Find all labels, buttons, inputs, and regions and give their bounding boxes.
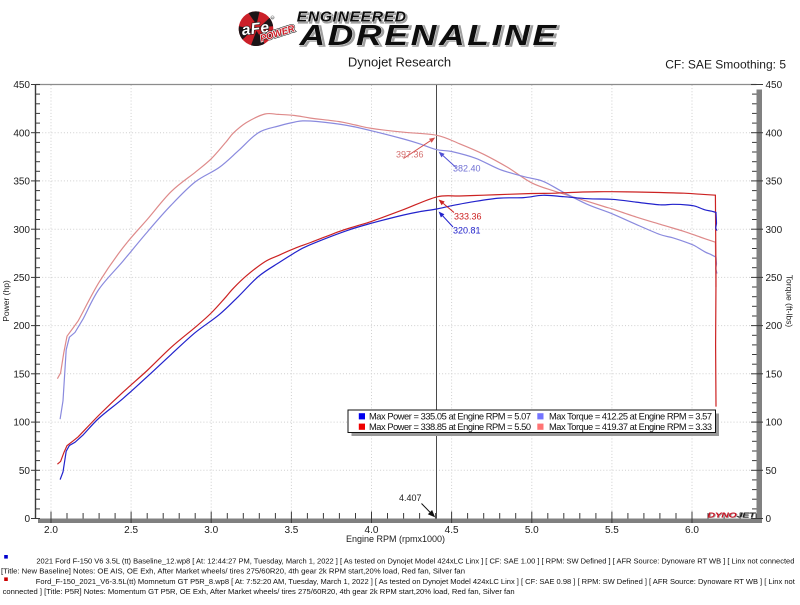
svg-text:Max Power = 338.85 at Engine R: Max Power = 338.85 at Engine RPM = 5.50 (369, 422, 531, 432)
svg-text:150: 150 (13, 369, 30, 380)
svg-text:200: 200 (13, 321, 30, 332)
svg-text:Engine RPM (rpmx1000): Engine RPM (rpmx1000) (346, 534, 445, 544)
svg-text:ADRENALINE: ADRENALINE (300, 20, 560, 52)
svg-text:5.5: 5.5 (605, 525, 619, 536)
svg-text:3.0: 3.0 (204, 525, 218, 536)
svg-text:350: 350 (13, 177, 30, 188)
svg-text:aFe: aFe (241, 19, 271, 39)
svg-text:3.5: 3.5 (284, 525, 298, 536)
svg-text:DYNO: DYNO (708, 511, 737, 519)
svg-text:4.407: 4.407 (399, 493, 422, 503)
svg-text:2.0: 2.0 (44, 525, 58, 536)
svg-text:Dynojet Research: Dynojet Research (348, 54, 451, 69)
svg-text:397.36: 397.36 (396, 150, 424, 160)
svg-text:6.0: 6.0 (685, 525, 699, 536)
svg-text:50: 50 (766, 466, 778, 477)
svg-text:0: 0 (766, 514, 772, 525)
svg-text:100: 100 (13, 418, 30, 429)
svg-text:400: 400 (13, 128, 30, 139)
svg-text:320.81: 320.81 (453, 226, 481, 236)
svg-text:connected ] [Title: P5R] Note: connected ] [Title: P5R] Notes: Momentum… (3, 587, 515, 596)
svg-text:R: R (271, 16, 273, 20)
svg-text:400: 400 (766, 128, 783, 139)
svg-text:Max Torque = 419.37 at Engine: Max Torque = 419.37 at Engine RPM = 3.33 (549, 422, 712, 432)
svg-text:450: 450 (766, 80, 783, 91)
svg-text:Max Torque = 412.25 at Engine: Max Torque = 412.25 at Engine RPM = 3.57 (549, 412, 712, 422)
svg-text:4.0: 4.0 (365, 525, 379, 536)
svg-text:CF: SAE Smoothing: 5: CF: SAE Smoothing: 5 (665, 58, 786, 72)
svg-text:150: 150 (766, 369, 783, 380)
svg-text:200: 200 (766, 321, 783, 332)
svg-text:100: 100 (766, 418, 783, 429)
svg-text:0: 0 (24, 514, 30, 525)
svg-text:382.40: 382.40 (453, 164, 481, 174)
svg-text:Ford_F-150_2021_V6-3.5L(tt) Mo: Ford_F-150_2021_V6-3.5L(tt) Momnetum GT … (36, 577, 796, 586)
svg-text:Torque (ft-lbs): Torque (ft-lbs) (785, 275, 795, 328)
svg-text:[Title: New Baseline] Notes:: [Title: New Baseline] Notes: OE AIS, OE … (1, 567, 465, 576)
svg-text:250: 250 (13, 273, 30, 284)
svg-text:DYNOJET: DYNOJET (709, 512, 758, 520)
svg-text:Power (hp): Power (hp) (1, 280, 11, 322)
svg-text:ENGINEERED: ENGINEERED (298, 10, 408, 26)
svg-text:4.5: 4.5 (445, 525, 459, 536)
svg-text:5.0: 5.0 (525, 525, 539, 536)
svg-text:Max Power = 335.05 at Engine R: Max Power = 335.05 at Engine RPM = 5.07 (369, 412, 531, 422)
svg-text:50: 50 (19, 466, 31, 477)
svg-text:JET: JET (737, 511, 757, 519)
svg-text:350: 350 (766, 177, 783, 188)
svg-text:2021 Ford F-150 V6 3.5L (tt) B: 2021 Ford F-150 V6 3.5L (tt) Baseline_12… (36, 556, 794, 565)
svg-text:ENGINEERED: ENGINEERED (297, 9, 407, 25)
svg-text:250: 250 (766, 273, 783, 284)
svg-text:300: 300 (766, 225, 783, 236)
svg-text:ADRENALINE: ADRENALINE (298, 19, 558, 51)
svg-text:2.5: 2.5 (124, 525, 138, 536)
svg-text:300: 300 (13, 225, 30, 236)
svg-text:450: 450 (13, 80, 30, 91)
svg-text:333.36: 333.36 (454, 212, 482, 222)
